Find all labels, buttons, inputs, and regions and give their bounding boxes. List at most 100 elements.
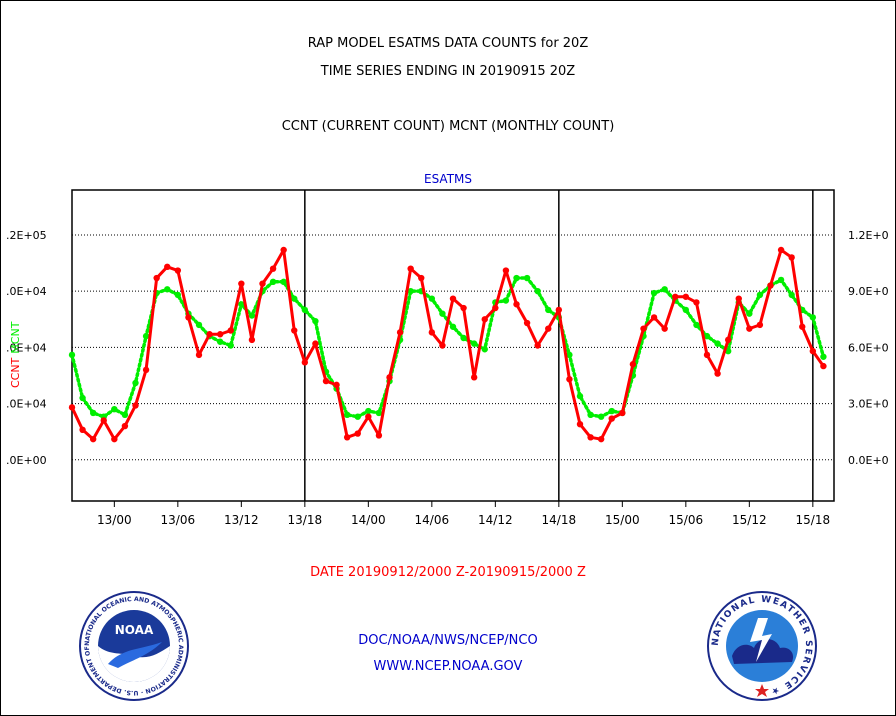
data-point-mcnt-64	[746, 310, 753, 317]
y-tick-label-left-2: .0E+04	[6, 341, 47, 354]
data-point-mcnt-2	[89, 409, 97, 417]
data-point-mcnt-6	[132, 379, 139, 387]
data-point-ccnt-48	[576, 420, 584, 428]
data-point-ccnt-47	[566, 376, 573, 383]
data-point-ccnt-50	[597, 435, 605, 443]
data-point-mcnt-49	[587, 411, 594, 419]
data-point-ccnt-70	[809, 347, 817, 355]
data-point-ccnt-37	[460, 304, 467, 312]
data-point-ccnt-65	[756, 321, 764, 329]
data-point-ccnt-15	[227, 327, 234, 334]
chart-title-line-2: TIME SERIES ENDING IN 20190915 20Z	[320, 64, 576, 79]
data-point-ccnt-38	[470, 374, 478, 381]
data-point-ccnt-40	[492, 304, 499, 312]
data-point-mcnt-70	[809, 314, 817, 321]
data-point-mcnt-37	[460, 334, 467, 342]
data-point-mcnt-35	[439, 310, 446, 317]
data-point-mcnt-39	[481, 346, 488, 353]
data-point-ccnt-26	[343, 434, 351, 441]
y-axis-label-mcnt: MCNT	[9, 321, 22, 353]
panel-label: ESATMS	[424, 172, 472, 186]
data-point-ccnt-3	[100, 417, 107, 424]
data-point-mcnt-45	[545, 306, 552, 314]
data-point-ccnt-42	[513, 301, 520, 308]
data-point-ccnt-34	[428, 329, 436, 336]
data-point-ccnt-27	[354, 430, 361, 437]
data-point-mcnt-36	[449, 323, 457, 330]
data-point-ccnt-30	[386, 374, 393, 381]
data-point-ccnt-17	[248, 336, 256, 344]
data-point-ccnt-25	[333, 381, 340, 389]
data-point-ccnt-32	[407, 265, 414, 272]
data-point-ccnt-9	[164, 263, 171, 271]
data-point-mcnt-21	[291, 295, 298, 302]
data-point-mcnt-26	[343, 411, 351, 419]
y-tick-label-left-1: .0E+04	[6, 398, 47, 411]
data-point-ccnt-52	[619, 409, 626, 417]
data-point-ccnt-45	[545, 325, 552, 332]
data-point-mcnt-29	[375, 409, 383, 417]
data-point-ccnt-59	[693, 299, 700, 306]
data-point-ccnt-12	[195, 351, 203, 359]
data-point-ccnt-64	[746, 325, 753, 332]
data-point-mcnt-67	[777, 276, 785, 284]
data-point-ccnt-53	[629, 361, 637, 368]
x-tick-label-1: 13/06	[161, 513, 196, 527]
y-tick-label-right-4: 1.2E+0	[848, 229, 889, 242]
data-point-ccnt-23	[312, 340, 319, 347]
data-point-ccnt-4	[111, 435, 118, 443]
data-point-ccnt-11	[185, 314, 192, 321]
data-point-mcnt-44	[534, 287, 541, 295]
noaa-logo: NATIONAL OCEANIC AND ATMOSPHERIC ADMINIS…	[78, 590, 189, 701]
data-point-ccnt-44	[534, 342, 541, 349]
data-point-ccnt-51	[608, 415, 615, 422]
data-point-mcnt-34	[428, 295, 436, 302]
data-point-mcnt-41	[502, 297, 510, 304]
data-point-ccnt-61	[714, 370, 721, 377]
footer-url-line: WWW.NCEP.NOAA.GOV	[373, 659, 523, 674]
data-point-mcnt-14	[216, 338, 224, 345]
series-line-ccnt	[70, 248, 825, 441]
data-point-mcnt-65	[756, 291, 764, 299]
data-point-ccnt-19	[269, 265, 277, 272]
data-point-ccnt-63	[735, 295, 742, 302]
data-point-ccnt-10	[174, 267, 182, 274]
y-tick-label-left-0: .0E+00	[6, 454, 47, 467]
data-point-ccnt-57	[672, 293, 679, 300]
data-point-mcnt-19	[269, 278, 277, 286]
data-point-ccnt-43	[523, 319, 531, 327]
nws-logo: NATIONAL WEATHER SERVICE ★	[707, 591, 817, 701]
noaa-logo-text: NOAA	[115, 623, 154, 637]
data-point-mcnt-58	[682, 306, 690, 314]
data-point-mcnt-48	[576, 392, 584, 400]
data-point-ccnt-33	[418, 274, 425, 282]
y-tick-label-right-0: 0.0E+0	[848, 454, 889, 467]
data-point-mcnt-32	[407, 287, 414, 295]
data-point-mcnt-10	[174, 291, 182, 299]
data-point-mcnt-20	[280, 278, 287, 286]
data-point-mcnt-61	[714, 340, 721, 347]
data-point-mcnt-0	[68, 351, 76, 359]
x-tick-label-0: 13/00	[97, 513, 132, 527]
data-point-mcnt-51	[608, 407, 615, 415]
chart-subtitle: CCNT (CURRENT COUNT) MCNT (MONTHLY COUNT…	[281, 119, 615, 134]
x-tick-label-10: 15/12	[732, 513, 767, 527]
y-tick-label-right-3: 9.0E+0	[848, 285, 889, 298]
data-point-ccnt-58	[682, 293, 690, 300]
footer-doc-line: DOC/NOAA/NWS/NCEP/NCO	[358, 633, 538, 648]
data-point-ccnt-21	[291, 327, 298, 334]
chart-title-line-1: RAP MODEL ESATMS DATA COUNTS for 20Z	[307, 36, 589, 51]
y-axis-label: CCNT MCNT	[9, 321, 22, 388]
data-point-ccnt-2	[89, 435, 97, 443]
data-point-ccnt-49	[587, 434, 594, 441]
y-axis-label-ccnt: CCNT	[9, 357, 22, 388]
data-point-mcnt-56	[661, 286, 668, 293]
x-tick-label-2: 13/12	[224, 513, 259, 527]
data-point-ccnt-54	[640, 325, 647, 332]
x-tick-label-3: 13/18	[288, 513, 323, 527]
data-point-ccnt-39	[481, 316, 488, 323]
data-point-ccnt-24	[322, 377, 330, 385]
x-tick-label-6: 14/12	[478, 513, 513, 527]
data-point-mcnt-12	[195, 321, 203, 329]
data-point-ccnt-36	[449, 295, 457, 302]
